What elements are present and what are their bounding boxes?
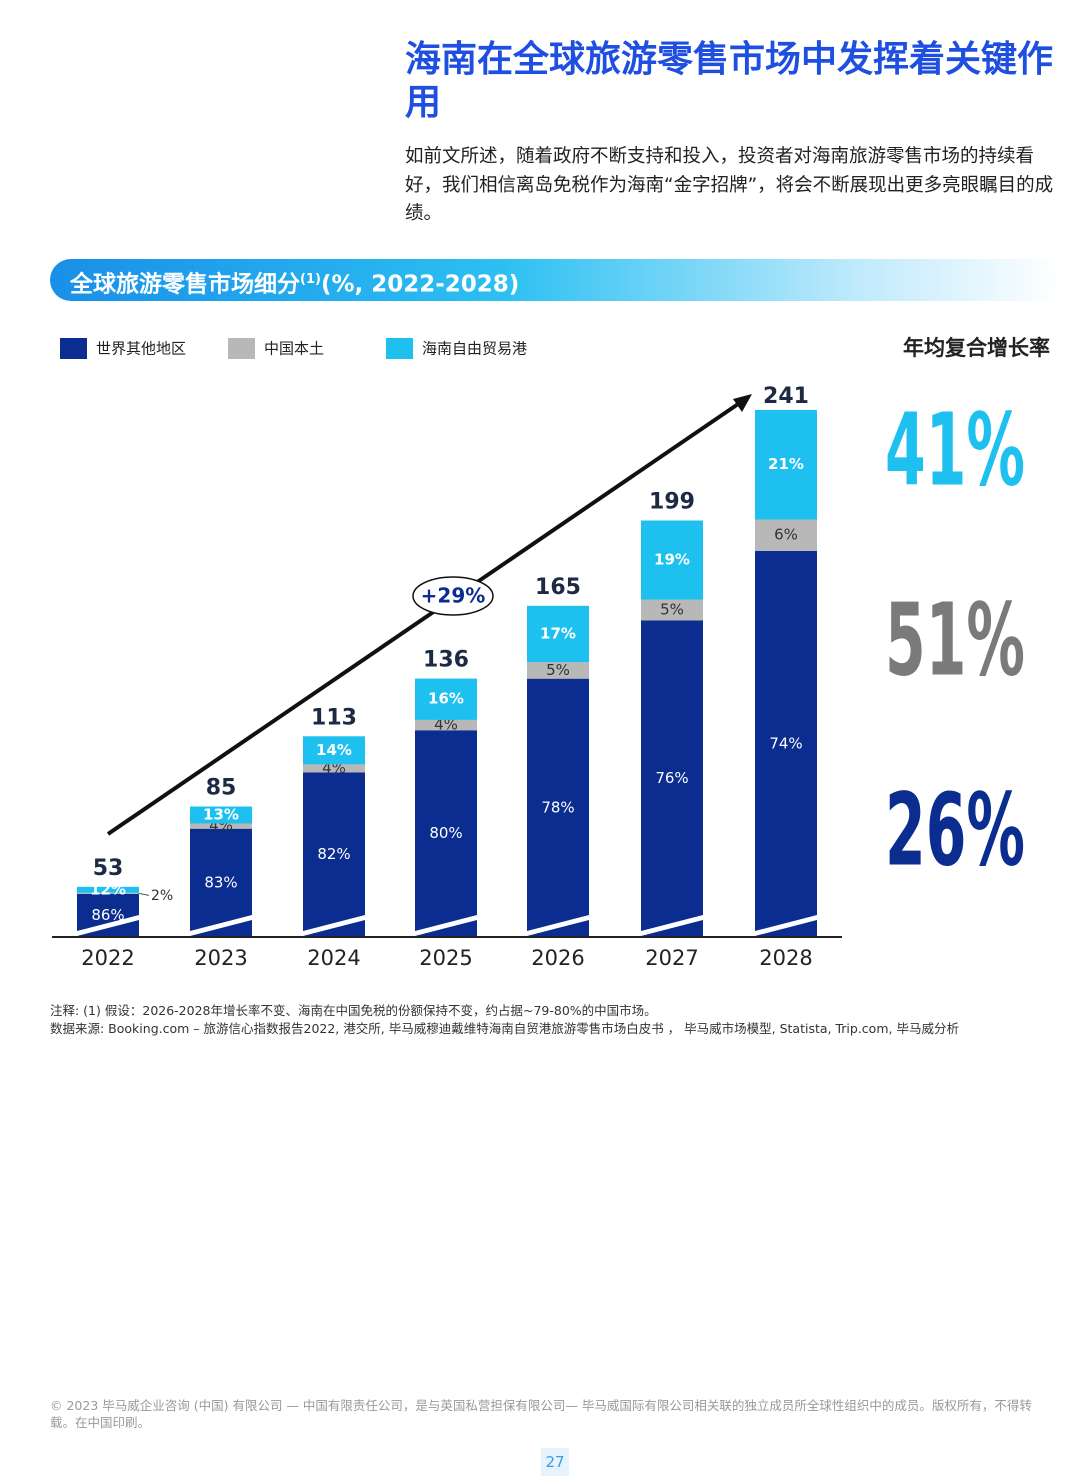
bar-segment [303, 764, 365, 773]
intro: 如前文所述，随着政府不断支持和投入，投资者对海南旅游零售市场的持续看好，我们相信… [405, 146, 1054, 224]
total-label: 136 [423, 648, 469, 673]
bar-segment [77, 886, 139, 893]
legend-swatch [386, 338, 413, 359]
x-tick-label: 2028 [759, 946, 812, 970]
axis-break [303, 915, 365, 936]
axis-break [77, 915, 139, 936]
x-tick-label: 2024 [307, 946, 360, 970]
cagr-title: 年均复合增长率 [903, 336, 1050, 360]
bar-segment [415, 678, 477, 720]
bar-segment [755, 409, 817, 520]
bar-segment [190, 806, 252, 824]
annotation-oval [412, 576, 494, 616]
bar-segment [641, 599, 703, 621]
axis-break [641, 915, 703, 936]
total-label: 53 [93, 856, 124, 881]
segment-label: 83% [204, 873, 237, 891]
axis-break [755, 915, 817, 936]
x-tick-label: 2023 [194, 946, 247, 970]
segment-label: 17% [540, 624, 576, 642]
banner-suffix: (%, 2022-2028) [320, 271, 520, 298]
cagr-value: 41% [885, 391, 1025, 508]
bar-segment [527, 678, 589, 937]
segment-label: 12% [90, 880, 126, 898]
segment-label: 86% [91, 906, 124, 924]
segment-label: 80% [429, 824, 462, 842]
bar-segment [415, 730, 477, 937]
x-tick-label: 2027 [645, 946, 698, 970]
page-number: 27 [541, 1448, 569, 1476]
footer: © 2023 毕马威企业咨询 (中国) 有限公司 — 中国有限责任公司，是与英国… [50, 1398, 1032, 1430]
legend-label: 世界其他地区 [96, 340, 186, 358]
notes: 注释: (1) 假设：2026-2028年增长率不变、海南在中国免税的份额保持不… [50, 1002, 1060, 1038]
note: 注释: (1) 假设：2026-2028年增长率不变、海南在中国免税的份额保持不… [50, 1003, 657, 1018]
bar-segment [190, 823, 252, 829]
axis-break [415, 915, 477, 936]
segment-label: 5% [546, 661, 570, 679]
legend-swatch [228, 338, 255, 359]
bar-segment [303, 772, 365, 937]
legend-label: 中国本土 [264, 340, 324, 358]
trend-arrow [106, 398, 746, 836]
cagr-value: 26% [885, 771, 1025, 888]
segment-label: 76% [655, 769, 688, 787]
total-label: 241 [763, 384, 809, 409]
cagr-value: 51% [885, 581, 1025, 698]
x-tick-label: 2025 [419, 946, 472, 970]
x-tick-label: 2026 [531, 946, 584, 970]
segment-label: 16% [428, 690, 464, 708]
banner-text: 全球旅游零售市场细分(1)(%, 2022-2028) [70, 264, 519, 301]
segment-label: 4% [434, 716, 458, 734]
segment-label: 6% [774, 526, 798, 544]
x-tick-label: 2022 [81, 946, 134, 970]
banner-title: 全球旅游零售市场细分 [70, 271, 300, 298]
bar-segment [641, 520, 703, 600]
note: 数据来源: Booking.com – 旅游信心指数报告2022, 港交所, 毕… [50, 1021, 959, 1036]
bar-segment [303, 736, 365, 765]
total-label: 165 [535, 575, 581, 600]
segment-label: 13% [203, 806, 239, 824]
bar-segment [755, 519, 817, 551]
chart: 世界其他地区 中国本土 海南自由贸易港 +29% 86% 2% 12%53 2022 83% 4%… [52, 338, 1025, 970]
segment-label: 14% [316, 741, 352, 759]
segment-label: 5% [660, 601, 684, 619]
banner-note: (1) [300, 272, 321, 287]
bar-segment [77, 892, 139, 894]
total-label: 113 [311, 705, 357, 730]
legend-label: 海南自由贸易港 [422, 340, 527, 358]
banner [50, 259, 1060, 301]
bar-segment [415, 719, 477, 731]
bar-segment [755, 550, 817, 937]
segment-label: 21% [768, 455, 804, 473]
total-label: 85 [206, 776, 237, 801]
bar-segment [527, 605, 589, 663]
total-label: 199 [649, 490, 695, 515]
annotation: +29% [421, 584, 486, 608]
axis-break [527, 915, 589, 936]
axis-break [190, 915, 252, 936]
segment-label: 19% [654, 551, 690, 569]
title: 海南在全球旅游零售市场中发挥着关键作用 [405, 39, 1054, 123]
arrow-head [733, 394, 752, 412]
legend-swatch [60, 338, 87, 359]
segment-label: 82% [317, 845, 350, 863]
segment-label: 2% [151, 888, 173, 904]
bar-segment [641, 620, 703, 937]
bar-segment [527, 662, 589, 679]
label-leader [138, 892, 150, 896]
segment-label: 78% [541, 798, 574, 816]
segment-label: 74% [769, 734, 802, 752]
